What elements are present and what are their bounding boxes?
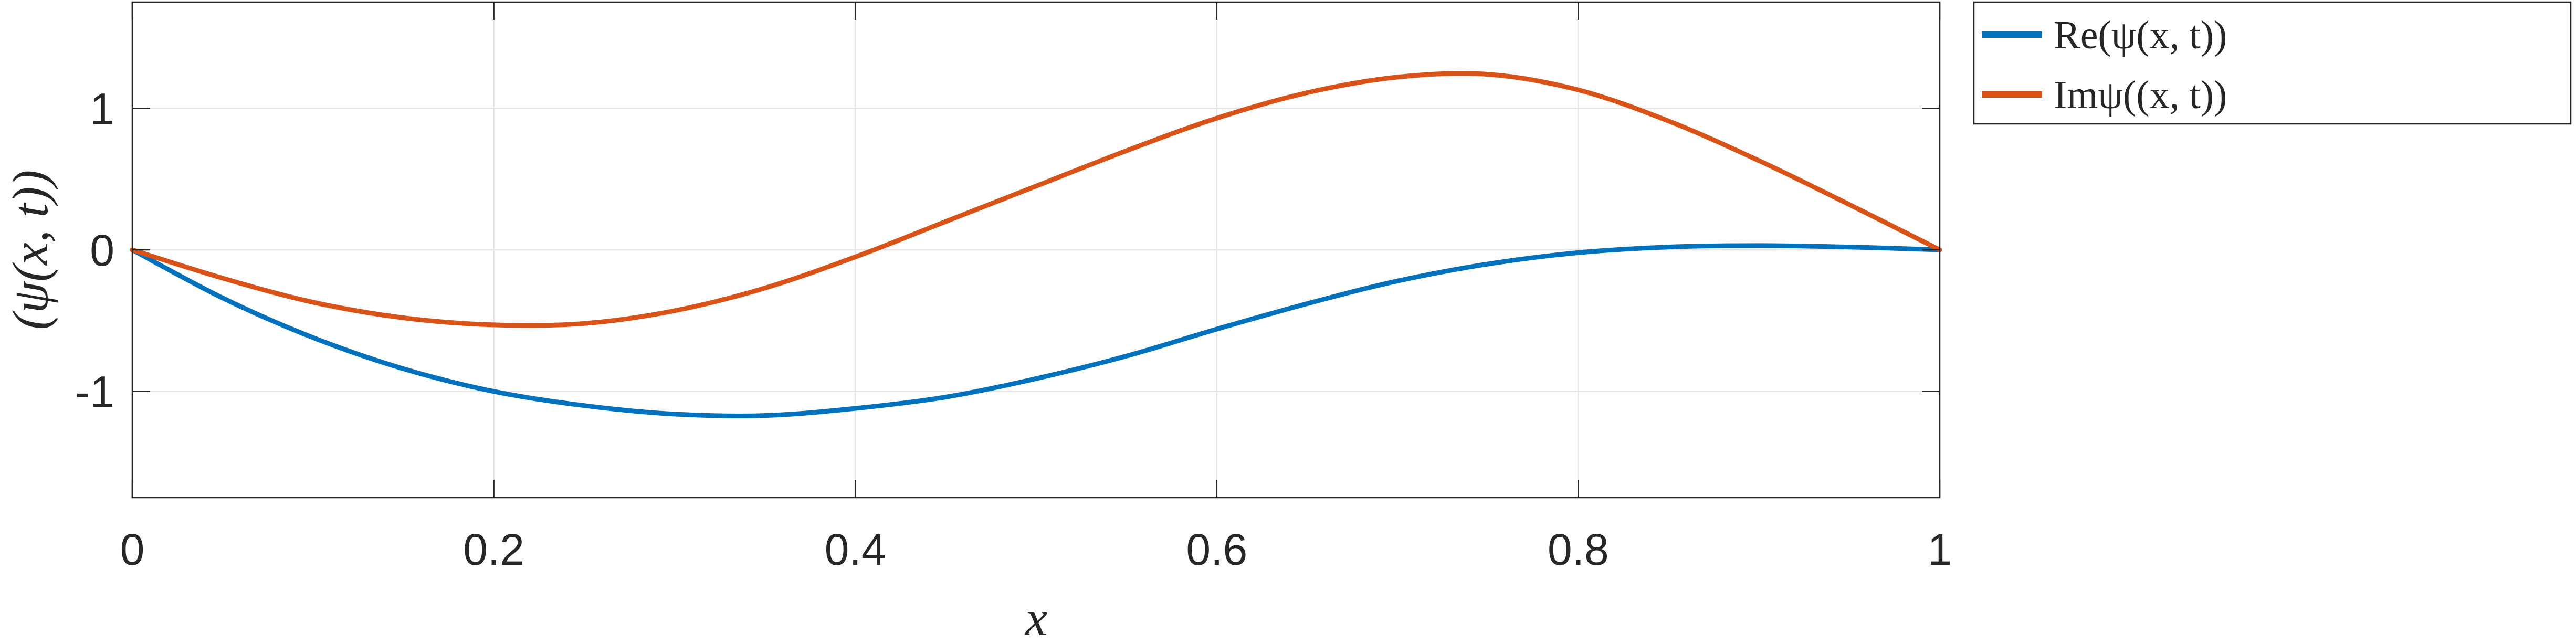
x-tick-label: 0.4 <box>825 525 886 574</box>
x-tick-label: 0.2 <box>463 525 524 574</box>
legend-box <box>1973 1 2572 125</box>
y-axis-label: (ψ(x, t)) <box>2 170 58 330</box>
series-line-im <box>130 71 1942 328</box>
x-axis-label: x <box>1024 590 1048 643</box>
ticks <box>131 2 1941 498</box>
y-tick-label: -1 <box>75 367 114 417</box>
x-tick-label: 0.6 <box>1186 525 1247 574</box>
y-tick-labels: -1 0 1 <box>75 84 114 416</box>
series-line-re <box>130 243 1942 418</box>
legend-label-im: Imψ((x, t)) <box>2054 73 2227 117</box>
x-tick-labels: 0 0.2 0.4 0.6 0.8 1 <box>120 525 1952 574</box>
x-tick-label: 1 <box>1928 525 1952 574</box>
legend-label-re: Re(ψ(x, t)) <box>2054 13 2227 57</box>
x-tick-label: 0 <box>120 525 145 574</box>
y-tick-label: 1 <box>90 84 114 133</box>
x-tick-label: 0.8 <box>1548 525 1609 574</box>
legend: Re(ψ(x, t)) Imψ((x, t)) <box>1973 1 2572 125</box>
y-tick-label: 0 <box>90 226 114 275</box>
series-layer <box>130 71 1942 418</box>
